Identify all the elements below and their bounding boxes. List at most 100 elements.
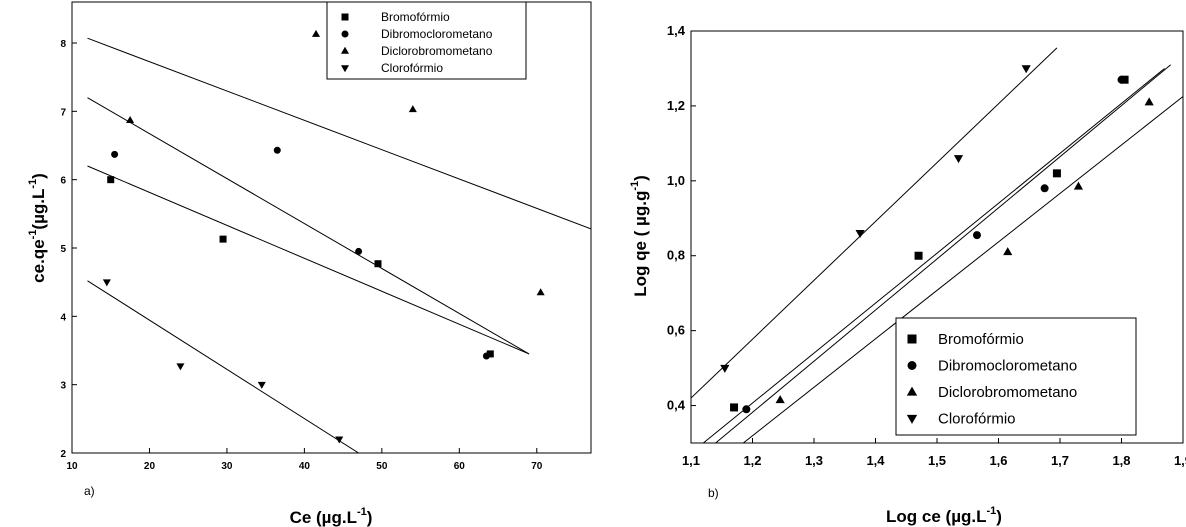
chart-a-point-dibromoclorometano (111, 150, 119, 158)
chart-a-legend-marker-diclorobromometano (340, 46, 350, 54)
chart-a-x-ticks: 10 20 30 40 50 60 70 (66, 448, 543, 472)
chart-b-point-dibromoclorometano (972, 231, 981, 240)
chart-b-point-bromoformio (914, 251, 923, 260)
chart-b-point-cloroformio (1021, 65, 1031, 74)
chart-b-point-dibromoclorometano (1040, 184, 1049, 193)
chart-a-y-tick-label: 7 (60, 107, 66, 118)
chart-a-legend-marker-dibromoclorometano (341, 30, 349, 38)
chart-b-x-tick-label: 1,1 (682, 453, 700, 468)
chart-b-legend-label-diclorobromometano: Diclorobromometano (938, 384, 1077, 401)
chart-a-data-points (102, 29, 545, 444)
chart-b-y-tick-label: 0,4 (667, 398, 686, 413)
chart-a-legend-marker-cloroformio (340, 65, 350, 73)
chart-a-point-diclorobromometano (126, 116, 135, 124)
chart-a-x-tick-label: 60 (454, 461, 466, 472)
chart-a-point-bromoformio (374, 260, 382, 268)
chart-a-point-cloroformio (335, 436, 344, 444)
chart-a-x-tick-label: 50 (376, 461, 388, 472)
chart-b-point-diclorobromometano (1003, 247, 1013, 256)
chart-b-fit-line-diclorobromometano (742, 96, 1183, 443)
chart-b-legend-marker-cloroformio (906, 414, 918, 424)
chart-a-legend: Bromofórmio Dibromoclorometano Diclorobrom… (326, 1, 527, 80)
chart-b-x-axis-label: Log ce (µg.L-1) (886, 505, 1002, 526)
chart-a-point-dibromoclorometano (273, 146, 281, 154)
chart-b-x-tick-label: 1,7 (1051, 453, 1069, 468)
chart-b-legend: Bromofórmio Dibromoclorometano Diclorobrom… (895, 317, 1137, 436)
chart-a-point-diclorobromometano (536, 288, 545, 296)
chart-b-x-ticks: 1,1 1,2 1,3 1,4 1,5 1,6 1,7 1,8 1,9 (682, 438, 1186, 468)
chart-a-legend-marker-bromoformio (341, 13, 349, 21)
chart-b-fit-line-dibromoclorometano (702, 68, 1165, 443)
chart-a-legend-label-diclorobromometano: Diclorobromometano (381, 44, 493, 58)
chart-a-legend-label-dibromoclorometano: Dibromoclorometano (381, 27, 493, 41)
chart-b-point-bromoformio (730, 403, 739, 412)
chart-b-legend-label-cloroformio: Clorofórmio (938, 411, 1016, 428)
chart-a-legend-label-bromoformio: Bromofórmio (381, 10, 450, 24)
chart-a-x-tick-label: 30 (221, 461, 233, 472)
chart-b-point-diclorobromometano (1073, 181, 1084, 190)
chart-b-y-tick-label: 0,6 (667, 323, 685, 338)
chart-b-point-diclorobromometano (1144, 97, 1154, 106)
chart-a-x-tick-label: 20 (144, 461, 156, 472)
chart-a-fit-lines (87, 37, 591, 453)
chart-a-y-tick-label: 3 (60, 381, 66, 392)
chart-a-y-tick-label: 5 (60, 244, 66, 255)
chart-b-point-cloroformio (855, 230, 865, 239)
chart-a-y-tick-label: 2 (60, 449, 66, 460)
chart-b-point-cloroformio (953, 155, 964, 164)
chart-a-x-tick-label: 10 (66, 461, 78, 472)
chart-a-legend-box (326, 1, 527, 80)
chart-a-x-tick-label: 70 (531, 461, 543, 472)
chart-a-point-bromoformio (219, 235, 227, 243)
chart-a-point-diclorobromometano (408, 105, 417, 113)
chart-a-point-cloroformio (257, 381, 266, 389)
chart-b-x-tick-label: 1,3 (805, 453, 823, 468)
chart-a-point-cloroformio (102, 279, 111, 287)
chart-b-point-diclorobromometano (775, 395, 785, 404)
chart-b: 1,1 1,2 1,3 1,4 1,5 1,6 1,7 1,8 1,9 0,4 0,6 0,8 1,0… (629, 23, 1186, 526)
chart-b-x-tick-label: 1,5 (928, 453, 946, 468)
chart-a-x-axis-label: Ce (µg.L-1) (290, 506, 373, 527)
chart-b-data-points (720, 65, 1154, 414)
chart-a-y-ticks: 2 3 4 5 6 7 8 (60, 39, 77, 460)
chart-b-legend-label-bromoformio: Bromofórmio (938, 331, 1024, 348)
chart-a-x-tick-label: 40 (299, 461, 311, 472)
chart-b-y-tick-label: 0,8 (667, 248, 685, 263)
chart-b-fit-lines (691, 47, 1183, 443)
chart-b-x-tick-label: 1,2 (743, 453, 761, 468)
chart-b-point-dibromoclorometano (742, 405, 751, 414)
chart-a-point-dibromoclorometano (355, 247, 363, 255)
chart-a-point-bromoformio (107, 176, 115, 184)
chart-b-point-cloroformio (720, 364, 730, 373)
chart-b-legend-marker-diclorobromometano (906, 386, 918, 396)
chart-a-fit-line-cloroformio (87, 280, 359, 453)
chart-b-y-axis-label: Log qe ( µg.g-1) (629, 175, 650, 297)
chart-a-y-tick-label: 8 (60, 39, 66, 50)
chart-a-point-cloroformio (176, 363, 185, 371)
chart-b-y-tick-label: 1,0 (667, 173, 685, 188)
chart-b-point-dibromoclorometano (1117, 75, 1126, 84)
chart-b-y-tick-label: 1,2 (667, 98, 685, 113)
chart-b-x-tick-label: 1,4 (866, 453, 885, 468)
chart-b-x-tick-label: 1,9 (1174, 453, 1186, 468)
chart-a-y-tick-label: 4 (60, 312, 66, 323)
chart-b-legend-label-dibromoclorometano: Dibromoclorometano (938, 358, 1077, 375)
chart-b-y-ticks: 0,4 0,6 0,8 1,0 1,2 1,4 (667, 23, 696, 413)
chart-b-fit-line-cloroformio (691, 47, 1058, 399)
chart-b-fit-line-bromoformio (715, 64, 1172, 443)
chart-b-y-tick-label: 1,4 (667, 23, 686, 38)
chart-a: 10 20 30 40 50 60 70 2 3 4 5 6 7 8 Bromofórmio Dibrom… (27, 1, 592, 527)
chart-b-panel-label: b) (708, 486, 719, 500)
chart-a-panel-label: a) (84, 484, 95, 498)
chart-a-legend-label-cloroformio: Clorofórmio (381, 61, 443, 75)
chart-b-x-tick-label: 1,8 (1112, 453, 1130, 468)
chart-a-point-dibromoclorometano (482, 352, 490, 360)
chart-b-x-tick-label: 1,6 (989, 453, 1007, 468)
chart-b-legend-marker-bromoformio (907, 334, 917, 344)
chart-b-legend-box (895, 317, 1137, 436)
chart-a-fit-line-dibromoclorometano (87, 97, 530, 355)
chart-a-fit-line-bromoformio (87, 165, 530, 355)
chart-b-legend-marker-dibromoclorometano (907, 361, 917, 370)
chart-a-y-axis-label: ce.qe-1(µg.L-1) (27, 173, 48, 283)
